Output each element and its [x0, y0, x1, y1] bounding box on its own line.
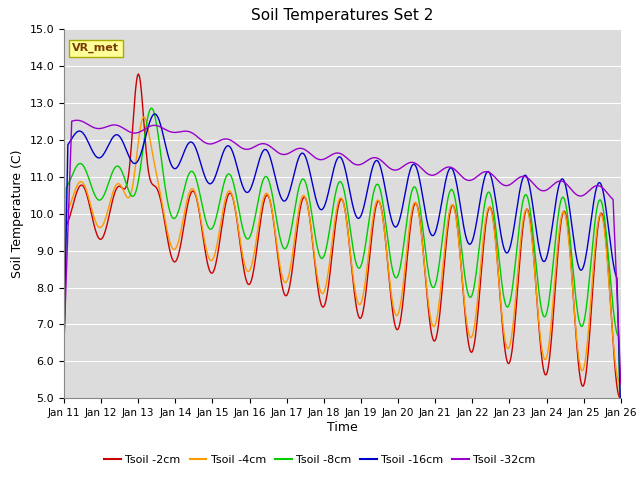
Tsoil -32cm [60, 339, 68, 345]
Tsoil -16cm [389, 220, 397, 226]
Tsoil -16cm [566, 213, 574, 218]
Tsoil -2cm [617, 456, 625, 462]
Tsoil -32cm [566, 186, 574, 192]
Tsoil -32cm [389, 167, 397, 172]
Tsoil -4cm [617, 460, 625, 466]
Tsoil -8cm [60, 355, 68, 361]
Tsoil -16cm [60, 343, 68, 348]
Tsoil -16cm [444, 170, 451, 176]
Tsoil -8cm [566, 240, 574, 246]
X-axis label: Time: Time [327, 421, 358, 434]
Tsoil -2cm [183, 205, 191, 211]
Tsoil -2cm [566, 254, 574, 260]
Tsoil -2cm [60, 343, 68, 349]
Tsoil -32cm [74, 118, 81, 123]
Tsoil -4cm [566, 258, 574, 264]
Title: Soil Temperatures Set 2: Soil Temperatures Set 2 [252, 9, 433, 24]
Tsoil -2cm [335, 203, 342, 208]
Tsoil -8cm [335, 180, 342, 186]
Tsoil -4cm [444, 219, 451, 225]
Tsoil -32cm [183, 128, 191, 134]
Tsoil -8cm [444, 197, 451, 203]
Tsoil -8cm [389, 267, 397, 273]
Tsoil -32cm [444, 164, 451, 170]
Tsoil -32cm [207, 141, 215, 147]
Tsoil -4cm [335, 198, 342, 204]
Tsoil -4cm [389, 300, 397, 306]
Tsoil -4cm [207, 258, 215, 264]
Tsoil -4cm [140, 114, 147, 120]
Line: Tsoil -16cm: Tsoil -16cm [64, 114, 621, 419]
Tsoil -16cm [183, 143, 191, 148]
Tsoil -16cm [150, 111, 158, 117]
Tsoil -4cm [60, 360, 68, 366]
Tsoil -2cm [389, 309, 397, 314]
Tsoil -16cm [617, 416, 625, 421]
Line: Tsoil -32cm: Tsoil -32cm [64, 120, 621, 384]
Tsoil -8cm [617, 440, 625, 445]
Tsoil -2cm [444, 227, 451, 233]
Legend: Tsoil -2cm, Tsoil -4cm, Tsoil -8cm, Tsoil -16cm, Tsoil -32cm: Tsoil -2cm, Tsoil -4cm, Tsoil -8cm, Tsoi… [100, 451, 540, 469]
Tsoil -4cm [183, 198, 191, 204]
Tsoil -16cm [207, 181, 215, 187]
Line: Tsoil -8cm: Tsoil -8cm [64, 108, 621, 443]
Text: VR_met: VR_met [72, 43, 119, 53]
Y-axis label: Soil Temperature (C): Soil Temperature (C) [11, 149, 24, 278]
Tsoil -32cm [617, 381, 625, 387]
Tsoil -2cm [207, 270, 215, 276]
Tsoil -2cm [134, 71, 142, 77]
Tsoil -8cm [207, 227, 215, 232]
Line: Tsoil -4cm: Tsoil -4cm [64, 117, 621, 463]
Tsoil -8cm [183, 176, 191, 182]
Line: Tsoil -2cm: Tsoil -2cm [64, 74, 621, 459]
Tsoil -32cm [335, 150, 342, 156]
Tsoil -8cm [148, 105, 156, 111]
Tsoil -16cm [335, 154, 342, 160]
